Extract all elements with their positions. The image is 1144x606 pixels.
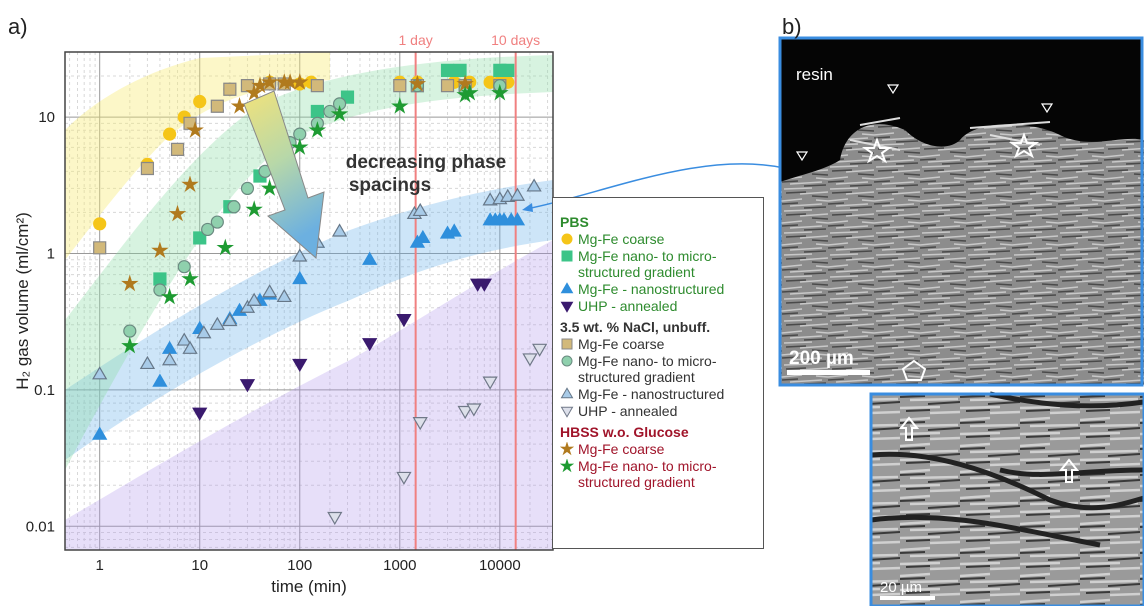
reference-label: 1 day bbox=[399, 32, 433, 48]
legend-marker-shape bbox=[562, 251, 572, 261]
legend-label: Mg-Fe nano- to micro-structured gradient bbox=[578, 458, 748, 490]
data-point bbox=[141, 162, 153, 174]
legend-entry: Mg-Fe nano- to micro-structured gradient bbox=[560, 458, 759, 490]
data-point bbox=[211, 216, 223, 228]
legend-marker-shape bbox=[561, 443, 572, 454]
legend-entry: Mg-Fe nano- to micro-structured gradient bbox=[560, 248, 759, 280]
annotation: decreasing phase bbox=[346, 152, 507, 173]
legend-marker-shape bbox=[562, 339, 572, 349]
legend-title: 3.5 wt. % NaCl, unbuff. bbox=[560, 319, 759, 336]
panel-label: a) bbox=[8, 14, 28, 39]
legend-marker-shape bbox=[562, 407, 573, 417]
legend-label: Mg-Fe nano- to micro-structured gradient bbox=[578, 248, 748, 280]
data-point bbox=[311, 80, 323, 92]
legend-marker bbox=[560, 354, 574, 368]
data-point bbox=[194, 96, 206, 108]
page: {"chart_data":{"type":"scatter","panel_l… bbox=[0, 0, 1144, 606]
data-point bbox=[154, 273, 166, 285]
y-tick-label: 10 bbox=[38, 109, 55, 126]
legend-label: Mg-Fe coarse bbox=[578, 231, 748, 247]
data-point bbox=[178, 261, 190, 273]
legend-marker-shape bbox=[562, 283, 573, 293]
legend-label: Mg-Fe coarse bbox=[578, 336, 748, 352]
data-point bbox=[454, 64, 466, 76]
data-point bbox=[311, 105, 323, 117]
data-point bbox=[124, 325, 136, 337]
scale-label: 200 µm bbox=[789, 348, 854, 369]
data-point bbox=[224, 83, 236, 95]
legend-label: Mg-Fe coarse bbox=[578, 441, 748, 457]
legend-marker-shape bbox=[561, 460, 572, 471]
scale-label: 20 µm bbox=[880, 579, 922, 596]
legend-entry: UHP - annealed bbox=[560, 298, 759, 314]
legend-entry: Mg-Fe coarse bbox=[560, 231, 759, 247]
legend-marker bbox=[560, 404, 574, 418]
legend-marker bbox=[560, 442, 574, 456]
data-point bbox=[211, 100, 223, 112]
legend-entry: Mg-Fe - nanostructured bbox=[560, 386, 759, 402]
legend-marker bbox=[560, 337, 574, 351]
legend-marker bbox=[560, 232, 574, 246]
data-point bbox=[94, 242, 106, 254]
legend-marker-shape bbox=[562, 356, 572, 366]
data-point bbox=[94, 218, 106, 230]
legend-label: Mg-Fe - nanostructured bbox=[578, 281, 748, 297]
legend-label: Mg-Fe nano- to micro-structured gradient bbox=[578, 353, 748, 385]
legend-marker bbox=[560, 459, 574, 473]
data-point bbox=[442, 64, 454, 76]
data-point bbox=[442, 80, 454, 92]
annotation: spacings bbox=[349, 175, 431, 196]
legend-entry: Mg-Fe coarse bbox=[560, 336, 759, 352]
data-point bbox=[241, 182, 253, 194]
x-tick-label: 100 bbox=[287, 557, 312, 574]
legend-marker bbox=[560, 387, 574, 401]
legend-marker-shape bbox=[562, 302, 573, 312]
x-tick-label: 1 bbox=[96, 557, 104, 574]
y-tick-label: 1 bbox=[47, 245, 55, 262]
legend-entry: Mg-Fe - nanostructured bbox=[560, 281, 759, 297]
legend-marker bbox=[560, 282, 574, 296]
micrograph-bottom bbox=[871, 394, 1144, 606]
scale-bar bbox=[880, 596, 935, 600]
legend-title: HBSS w.o. Glucose bbox=[560, 424, 759, 441]
legend-label: UHP - annealed bbox=[578, 403, 748, 419]
x-tick-label: 10 bbox=[191, 557, 208, 574]
legend-title: PBS bbox=[560, 214, 759, 231]
y-axis-label: H₂ gas volume (ml/cm²) bbox=[13, 212, 32, 390]
legend-label: Mg-Fe - nanostructured bbox=[578, 386, 748, 402]
y-tick-label: 0.01 bbox=[26, 518, 55, 535]
legend-marker-shape bbox=[562, 234, 572, 244]
legend-marker bbox=[560, 299, 574, 313]
x-tick-label: 1000 bbox=[383, 557, 416, 574]
legend-marker bbox=[560, 249, 574, 263]
x-axis-label: time (min) bbox=[271, 577, 347, 596]
micrograph-texture bbox=[780, 124, 1144, 385]
legend-marker-shape bbox=[562, 388, 573, 398]
legend-entry: UHP - annealed bbox=[560, 403, 759, 419]
legend-label: UHP - annealed bbox=[578, 298, 748, 314]
data-point bbox=[164, 128, 176, 140]
data-point bbox=[228, 201, 240, 213]
x-tick-label: 10000 bbox=[479, 557, 521, 574]
panel-label: b) bbox=[782, 14, 802, 39]
reference-label: 10 days bbox=[491, 32, 540, 48]
legend-entry: Mg-Fe coarse bbox=[560, 441, 759, 457]
data-point bbox=[502, 64, 514, 76]
data-point bbox=[172, 143, 184, 155]
data-point bbox=[394, 80, 406, 92]
y-tick-label: 0.1 bbox=[34, 382, 55, 399]
legend-entry: Mg-Fe nano- to micro-structured gradient bbox=[560, 353, 759, 385]
image-label: resin bbox=[796, 65, 833, 84]
scale-bar bbox=[787, 370, 870, 375]
data-point bbox=[241, 80, 253, 92]
